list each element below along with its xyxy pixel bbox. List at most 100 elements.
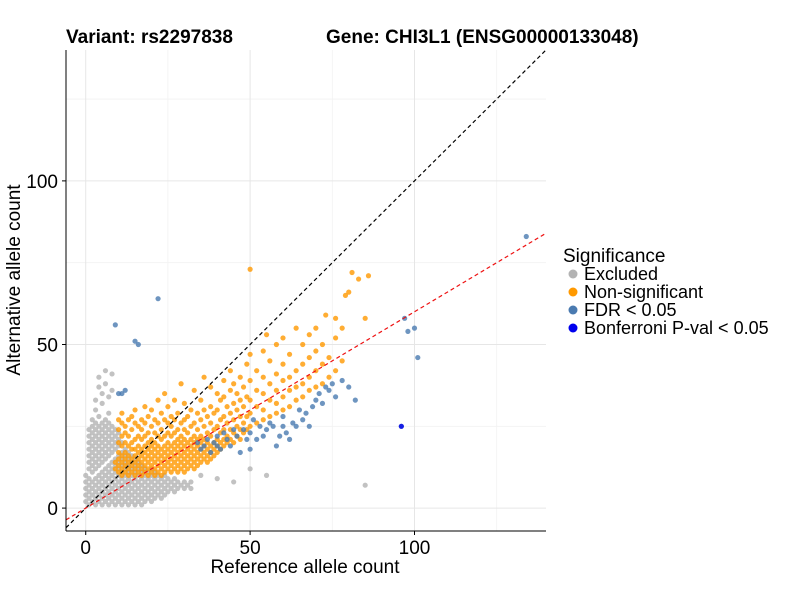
- data-point: [188, 449, 194, 456]
- data-point: [306, 354, 312, 361]
- data-point: [142, 433, 148, 439]
- data-point: [178, 440, 184, 446]
- data-point: [119, 390, 125, 397]
- data-point: [234, 423, 240, 429]
- data-point: [152, 472, 158, 478]
- y-tick-label: 50: [37, 335, 58, 356]
- legend-key: [568, 287, 578, 297]
- data-point: [102, 498, 109, 505]
- data-point: [139, 482, 145, 488]
- data-point: [168, 423, 174, 429]
- data-point: [273, 410, 280, 416]
- data-point: [332, 394, 339, 400]
- data-point: [227, 368, 233, 374]
- data-point: [135, 462, 141, 469]
- data-point: [99, 476, 105, 482]
- data-point: [132, 482, 138, 488]
- data-point: [319, 341, 326, 348]
- data-point: [122, 440, 128, 446]
- data-point: [191, 433, 197, 439]
- data-point: [300, 381, 306, 387]
- data-point: [102, 430, 109, 436]
- data-point: [145, 466, 151, 472]
- data-point: [231, 400, 237, 406]
- data-point: [89, 469, 95, 475]
- data-point: [92, 446, 99, 452]
- data-point: [214, 423, 220, 429]
- data-point: [234, 390, 240, 397]
- data-point: [122, 430, 128, 436]
- data-point: [129, 440, 135, 446]
- data-point: [326, 354, 332, 361]
- data-point: [135, 498, 141, 505]
- data-point: [119, 433, 125, 439]
- x-axis-title: Reference allele count: [210, 557, 400, 578]
- data-point: [171, 397, 178, 403]
- data-point: [171, 430, 178, 436]
- legend-label: Excluded: [584, 264, 658, 284]
- data-point: [208, 420, 214, 426]
- data-point: [185, 413, 191, 420]
- variant-title: Variant: rs2297838: [66, 27, 233, 48]
- data-point: [155, 485, 161, 492]
- data-point: [168, 479, 174, 485]
- data-point: [125, 502, 132, 508]
- data-point: [273, 443, 280, 449]
- data-point: [129, 492, 135, 498]
- series-fdr-0-05: [112, 233, 529, 456]
- data-point: [155, 449, 161, 456]
- data-point: [162, 449, 168, 456]
- data-point: [175, 479, 181, 485]
- data-point: [132, 472, 138, 478]
- data-point: [152, 446, 158, 452]
- data-point: [227, 410, 233, 416]
- data-point: [346, 289, 352, 295]
- data-point: [96, 485, 102, 492]
- data-point: [145, 482, 151, 488]
- data-point: [119, 443, 125, 449]
- data-point: [152, 417, 158, 423]
- data-point: [129, 479, 135, 485]
- data-point: [260, 348, 266, 354]
- data-point: [129, 462, 135, 469]
- data-point: [250, 417, 256, 423]
- data-point: [99, 400, 105, 406]
- data-point: [244, 361, 250, 367]
- y-axis-title: Alternative allele count: [4, 184, 25, 376]
- data-point: [263, 332, 270, 338]
- data-point: [316, 390, 322, 397]
- data-point: [142, 498, 148, 505]
- data-point: [165, 404, 171, 410]
- data-point: [175, 443, 181, 449]
- data-point: [102, 368, 109, 374]
- data-point: [142, 462, 148, 469]
- data-point: [204, 446, 210, 452]
- data-point: [92, 453, 99, 459]
- data-point: [290, 420, 296, 426]
- data-point: [254, 387, 260, 393]
- data-point: [217, 397, 224, 403]
- data-point: [194, 449, 201, 456]
- data-point: [125, 472, 132, 478]
- data-point: [148, 479, 155, 485]
- data-point: [201, 443, 207, 449]
- data-point: [99, 469, 105, 475]
- data-point: [92, 482, 99, 488]
- fit-line: [65, 232, 547, 521]
- data-point: [191, 459, 197, 465]
- data-point: [221, 443, 227, 449]
- data-point: [237, 449, 243, 456]
- y-tick-label: 0: [47, 499, 58, 520]
- data-point: [148, 423, 155, 429]
- legend: Significance ExcludedNon-significantFDR …: [563, 246, 769, 338]
- data-point: [188, 436, 194, 442]
- x-tick-label: 50: [240, 538, 261, 559]
- data-point: [201, 449, 207, 456]
- data-point: [204, 413, 210, 420]
- data-point: [231, 479, 237, 485]
- data-point: [99, 502, 105, 508]
- data-point: [217, 417, 224, 423]
- data-point: [162, 485, 168, 492]
- data-point: [106, 469, 112, 475]
- data-point: [168, 433, 174, 439]
